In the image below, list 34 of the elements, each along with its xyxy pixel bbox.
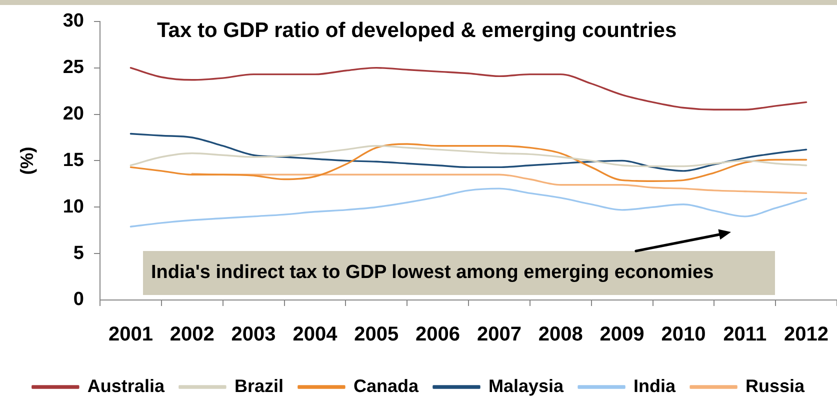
legend-label: Australia: [87, 376, 166, 396]
y-tick-label: 30: [62, 10, 84, 32]
y-tick-label: 15: [62, 150, 84, 171]
line-series: [130, 143, 808, 182]
x-tick-label: 2008: [538, 324, 583, 346]
x-tick-label: 2007: [476, 324, 522, 346]
x-tick-label: 2006: [416, 324, 460, 346]
x-tick-label: 2011: [723, 324, 767, 346]
legend-label: Brazil: [234, 376, 284, 396]
annotation: India's indirect tax to GDP lowest among emerging economies: [151, 261, 714, 285]
line-series: [130, 66, 808, 110]
x-tick-label: 2010: [661, 324, 706, 346]
legend-label: India: [634, 376, 677, 396]
line-series: [191, 172, 808, 194]
x-tick-label: 2001: [108, 324, 153, 346]
x-tick-label: 2004: [292, 324, 338, 346]
y-tick-label: 25: [62, 57, 84, 78]
x-tick-label: 2003: [231, 324, 276, 346]
x-tick-label: 2005: [354, 324, 399, 346]
x-tick-label: 2009: [600, 324, 644, 346]
y-tick-label: 10: [62, 196, 84, 218]
line-series: [130, 132, 808, 172]
legend-label: Canada: [353, 376, 420, 396]
y-tick-label: 5: [73, 242, 84, 264]
line-series: [130, 144, 808, 168]
x-tick-label: 2002: [170, 324, 214, 346]
y-axis-title: (%): [16, 146, 37, 175]
y-tick-label: 0: [73, 289, 84, 310]
legend-label: Russia: [746, 376, 806, 396]
x-tick-label: 2012: [784, 324, 829, 346]
chart-title: Tax to GDP ratio of developed & emerging countries: [157, 19, 677, 43]
legend-label: Malaysia: [488, 376, 565, 396]
y-tick-label: 20: [62, 104, 84, 124]
line-series: [130, 188, 808, 228]
